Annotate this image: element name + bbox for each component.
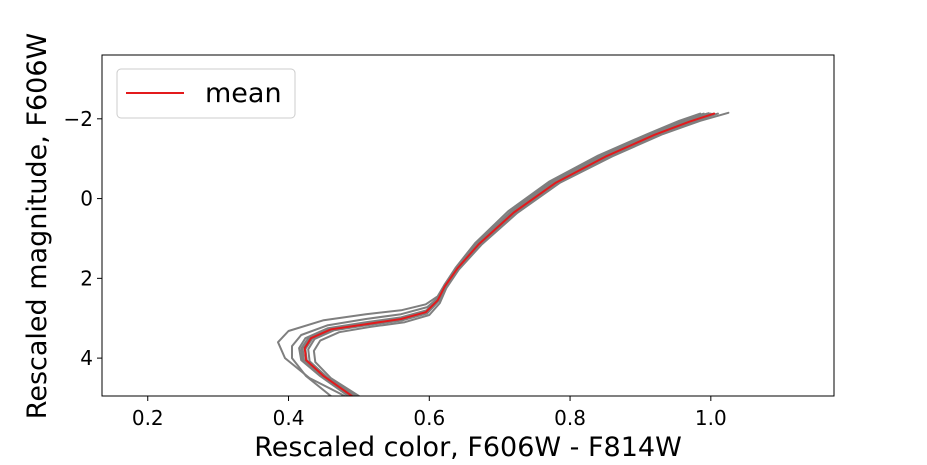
x-tick-label: 0.2	[132, 406, 164, 430]
y-tick-label: 4	[80, 346, 93, 370]
legend-box	[116, 68, 296, 119]
series-line-sample	[277, 112, 702, 396]
series-layer	[277, 111, 730, 396]
x-tick-label: 0.8	[554, 406, 586, 430]
series-line-sample	[312, 111, 730, 396]
y-tick-label: −2	[64, 107, 93, 131]
x-tick-label: 1.0	[695, 406, 727, 430]
legend: mean	[116, 68, 296, 119]
x-axis-ticks: 0.2 0.4 0.6 0.8 1.0	[132, 396, 727, 430]
x-axis-label: Rescaled color, F606W - F814W	[254, 432, 682, 461]
y-tick-label: 2	[80, 266, 93, 290]
legend-label-mean: mean	[205, 78, 282, 109]
y-axis-label: Rescaled magnitude, F606W	[22, 33, 53, 419]
plot-frame	[101, 54, 835, 397]
y-axis-ticks: −2 0 2 4	[64, 107, 102, 370]
x-tick-label: 0.6	[413, 406, 445, 430]
series-line-mean	[303, 112, 716, 396]
y-tick-label: 0	[80, 187, 93, 211]
x-tick-label: 0.4	[273, 406, 305, 430]
